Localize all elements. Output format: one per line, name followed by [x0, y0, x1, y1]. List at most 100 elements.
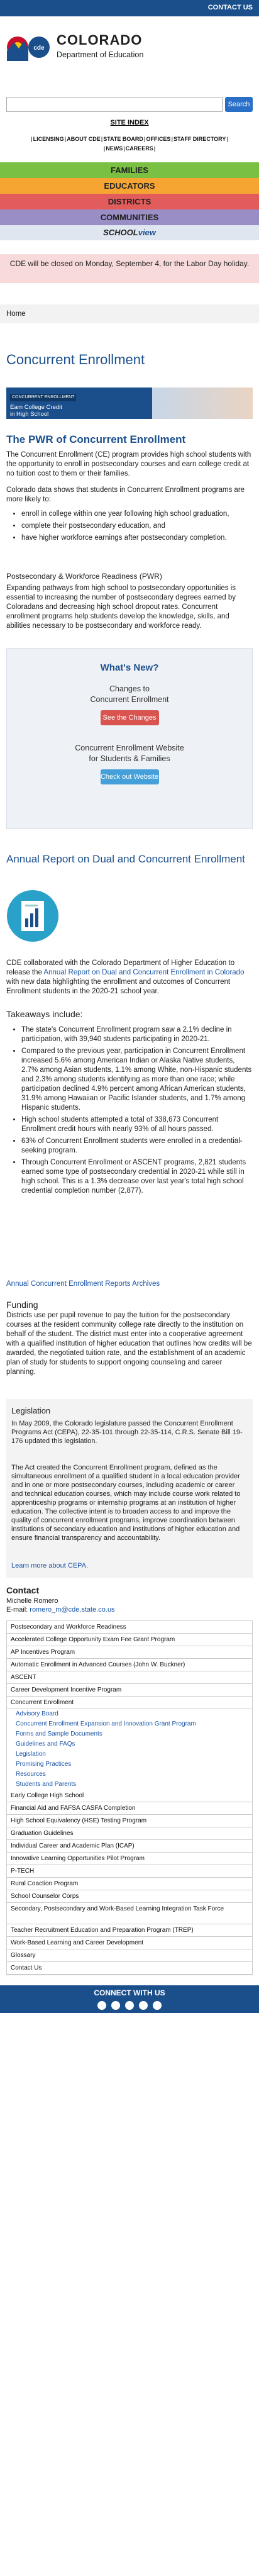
- breadcrumb: Home: [0, 304, 259, 323]
- side-nav-item[interactable]: Early College High School: [7, 1790, 252, 1802]
- licensing-link[interactable]: LICENSING: [33, 136, 64, 142]
- legislation-heading: Legislation: [11, 1405, 51, 1415]
- youtube-icon[interactable]: [125, 2001, 134, 2010]
- breadcrumb-home[interactable]: Home: [6, 310, 26, 318]
- staff-directory-link[interactable]: STAFF DIRECTORY: [173, 136, 226, 142]
- changes-line2: Concurrent Enrollment: [90, 694, 169, 704]
- side-nav-item[interactable]: Glossary: [7, 1949, 252, 1962]
- list-item: have higher workforce earnings after pos…: [21, 533, 253, 543]
- side-nav-item[interactable]: Secondary, Postsecondary and Work-Based …: [7, 1903, 252, 1924]
- communities-nav[interactable]: COMMUNITIES: [0, 209, 259, 225]
- linkedin-icon[interactable]: [153, 2001, 162, 2010]
- connect-heading: CONNECT WITH US: [94, 1988, 165, 1997]
- side-nav-subitem[interactable]: Forms and Sample Documents: [16, 1730, 102, 1737]
- funding-heading: Funding: [6, 1299, 38, 1310]
- email-label: E-mail:: [6, 1605, 30, 1614]
- state-board-link[interactable]: STATE BOARD: [103, 136, 143, 142]
- side-nav-subitem[interactable]: Promising Practices: [16, 1760, 72, 1768]
- closure-alert: CDE will be closed on Monday, September …: [0, 254, 259, 283]
- contact-email-link[interactable]: romero_m@cde.state.co.us: [30, 1605, 115, 1614]
- side-nav-item[interactable]: ASCENT: [7, 1671, 252, 1684]
- side-nav-item[interactable]: Accelerated College Opportunity Exam Fee…: [7, 1634, 252, 1646]
- about-cde-link[interactable]: ABOUT CDE: [67, 136, 101, 142]
- offices-link[interactable]: OFFICES: [146, 136, 171, 142]
- footer: CONNECT WITH US: [0, 1985, 259, 2013]
- search-input[interactable]: [6, 97, 223, 112]
- website-line2: for Students & Families: [89, 754, 170, 763]
- see-changes-button[interactable]: See the Changes: [100, 710, 159, 725]
- ce-banner: CONCURRENT ENROLLMENT Earn College Credi…: [6, 388, 253, 419]
- news-link[interactable]: NEWS: [106, 145, 123, 152]
- side-nav-item[interactable]: Graduation Guidelines: [7, 1827, 252, 1840]
- side-nav-subitem[interactable]: Students and Parents: [16, 1780, 77, 1788]
- districts-nav[interactable]: DISTRICTS: [0, 194, 259, 209]
- report-description: CDE collaborated with the Colorado Depar…: [6, 959, 253, 1008]
- utility-links: |LICENSING|ABOUT CDE|STATE BOARD|OFFICES…: [31, 136, 228, 152]
- contact-name: Michelle Romero: [6, 1597, 58, 1605]
- changes-line1: Changes to: [109, 684, 150, 693]
- side-nav-item[interactable]: Financial Aid and FAFSA CASFA Completion: [7, 1802, 252, 1815]
- instagram-icon[interactable]: [139, 2001, 148, 2010]
- side-nav-item[interactable]: Automatic Enrollment in Advanced Courses…: [7, 1659, 252, 1671]
- contact-us-link[interactable]: CONTACT US: [207, 4, 253, 11]
- takeaways-bullets: The state's Concurrent Enrollment progra…: [21, 1025, 253, 1280]
- legislation-p1: In May 2009, the Colorado legislature pa…: [11, 1419, 243, 1445]
- side-nav-item[interactable]: Postsecondary and Workforce Readiness: [7, 1621, 252, 1634]
- website-line1: Concurrent Enrollment Website: [75, 743, 184, 752]
- page-title: Concurrent Enrollment: [6, 352, 145, 367]
- funding-text: Districts use per pupil revenue to pay t…: [6, 1311, 252, 1376]
- whats-new-heading: What's New?: [100, 662, 159, 673]
- side-nav-item[interactable]: Concurrent Enrollment: [7, 1697, 252, 1709]
- pwr-subheading: Postsecondary & Workforce Readiness (PWR…: [6, 572, 162, 581]
- svg-text:cde: cde: [33, 45, 45, 52]
- twitter-icon[interactable]: [111, 2001, 120, 2010]
- search-button[interactable]: Search: [225, 97, 253, 112]
- side-nav-item[interactable]: Teacher Recruitment Education and Prepar…: [7, 1924, 252, 1937]
- archives-link[interactable]: Annual Concurrent Enrollment Reports Arc…: [6, 1280, 160, 1288]
- side-nav-item[interactable]: P-TECH: [7, 1865, 252, 1878]
- schoolview-nav[interactable]: SCHOOLview: [0, 225, 259, 240]
- side-nav-item[interactable]: AP Incentives Program: [7, 1646, 252, 1659]
- list-item: The state's Concurrent Enrollment progra…: [21, 1025, 253, 1044]
- side-nav-item[interactable]: Rural Coaction Program: [7, 1878, 252, 1890]
- side-nav-subitem[interactable]: Guidelines and FAQs: [16, 1740, 75, 1748]
- facebook-icon[interactable]: [97, 2001, 106, 2010]
- schoolview-b: view: [138, 228, 156, 237]
- side-nav-subitem[interactable]: Legislation: [16, 1750, 46, 1758]
- list-item: Through Concurrent Enrollment or ASCENT …: [21, 1158, 253, 1196]
- report-text-a: CDE collaborated with the Colorado Depar…: [6, 959, 235, 976]
- list-item: High school students attempted a total o…: [21, 1115, 253, 1134]
- side-nav-item[interactable]: Contact Us: [7, 1962, 252, 1975]
- side-nav-item[interactable]: Career Development Incentive Program: [7, 1684, 252, 1697]
- annual-report-link[interactable]: Annual Report on Dual and Concurrent Enr…: [43, 968, 245, 976]
- check-website-button[interactable]: Check out Website: [100, 769, 159, 784]
- side-nav-item[interactable]: High School Equivalency (HSE) Testing Pr…: [7, 1815, 252, 1827]
- list-item: 63% of Concurrent Enrollment students we…: [21, 1137, 253, 1156]
- report-chart-icon: [7, 890, 58, 942]
- logo-line1: COLORADO: [57, 32, 143, 48]
- list-item: complete their postsecondary education, …: [21, 521, 253, 531]
- side-nav-item[interactable]: Innovative Learning Opportunities Pilot …: [7, 1853, 252, 1865]
- takeaways-heading: Takeaways include:: [6, 1008, 83, 1019]
- side-nav-subitem[interactable]: Advisory Board: [16, 1710, 58, 1717]
- contact-heading: Contact: [6, 1585, 40, 1595]
- site-index-link[interactable]: SITE INDEX: [110, 119, 149, 126]
- pwr-heading: The PWR of Concurrent Enrollment: [6, 433, 186, 445]
- pwr-pathways: Expanding pathways from high school to p…: [6, 584, 236, 630]
- banner-line1: Earn College Credit: [10, 403, 62, 411]
- logo-line2: Department of Education: [57, 50, 144, 60]
- side-nav-item[interactable]: Work-Based Learning and Career Developme…: [7, 1937, 252, 1949]
- report-heading: Annual Report on Dual and Concurrent Enr…: [6, 853, 245, 865]
- pwr-bullets: enroll in college within one year follow…: [21, 510, 253, 567]
- families-nav[interactable]: FAMILIES: [0, 162, 259, 178]
- side-nav-item[interactable]: School Counselor Corps: [7, 1890, 252, 1903]
- side-nav-item[interactable]: Individual Career and Academic Plan (ICA…: [7, 1840, 252, 1853]
- educators-nav[interactable]: EDUCATORS: [0, 178, 259, 194]
- banner-line2: in High School: [10, 410, 49, 418]
- side-nav-subitem[interactable]: Resources: [16, 1770, 46, 1778]
- side-nav-subitem[interactable]: Concurrent Enrollment Expansion and Inno…: [16, 1720, 196, 1727]
- cde-logo[interactable]: cde COLORADO Department of Education: [0, 16, 259, 68]
- list-item: Compared to the previous year, participa…: [21, 1047, 253, 1113]
- careers-link[interactable]: CAREERS: [125, 145, 153, 152]
- cepa-link[interactable]: Learn more about CEPA.: [11, 1561, 89, 1570]
